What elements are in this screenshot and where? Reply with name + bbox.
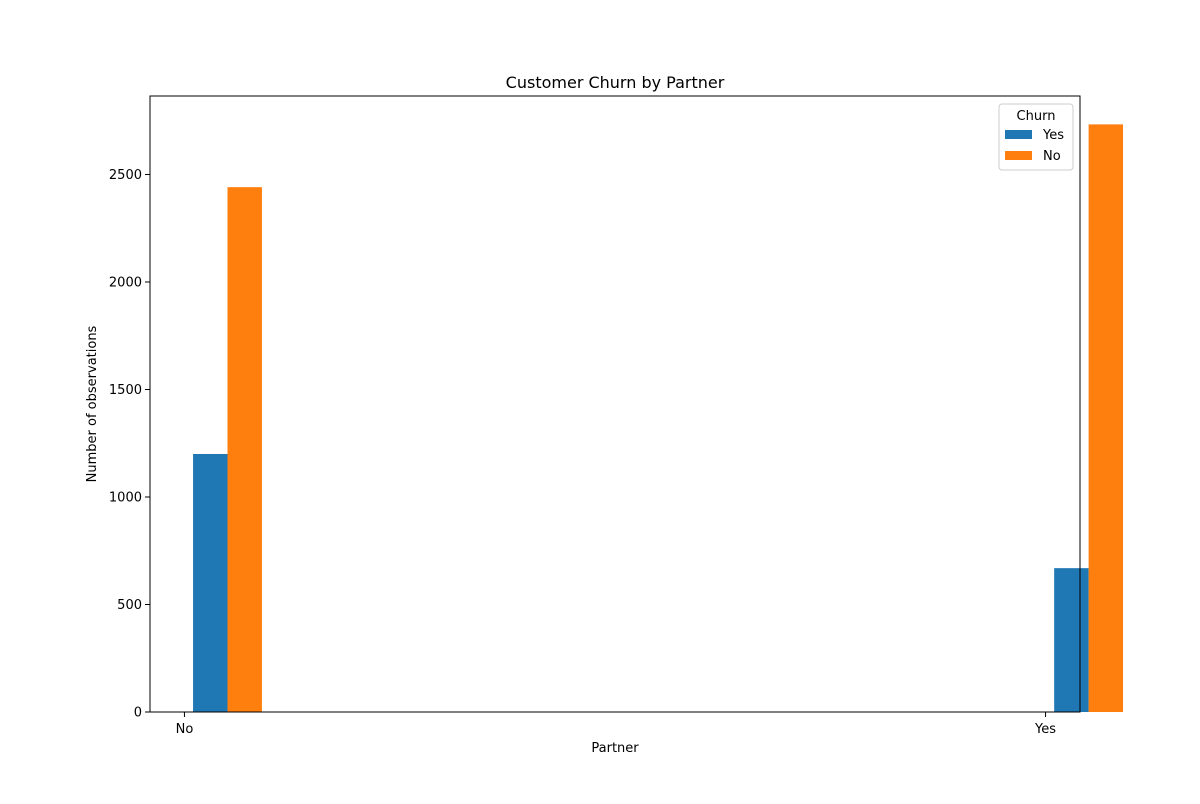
legend-swatch-no: [1005, 151, 1032, 160]
y-tick-label: 1500: [109, 383, 142, 398]
plot-area: [193, 124, 1124, 712]
x-tick-label: No: [176, 722, 194, 737]
x-axis: No Yes: [176, 712, 1056, 737]
chart-title: Customer Churn by Partner: [506, 73, 725, 92]
legend-title: Churn: [1017, 109, 1056, 124]
y-tick-label: 2000: [109, 275, 142, 290]
plot-frame: [149, 95, 1081, 713]
x-axis-label: Partner: [591, 741, 639, 756]
y-axis-label: Number of observations: [85, 325, 100, 482]
bar-no-yes: [1088, 124, 1124, 712]
y-axis: 0 500 1000 1500 2000 2500: [109, 168, 150, 721]
y-tick-label: 1000: [109, 490, 142, 505]
y-tick-label: 500: [117, 598, 142, 613]
x-tick-label: Yes: [1034, 722, 1056, 737]
bar-no-no: [227, 187, 262, 712]
bar-yes-yes: [1054, 568, 1089, 712]
legend-swatch-yes: [1005, 130, 1032, 139]
y-tick-label: 2500: [109, 168, 142, 183]
legend-label-no: No: [1043, 149, 1061, 164]
legend-items: Yes No: [1005, 128, 1064, 164]
legend-label-yes: Yes: [1042, 128, 1064, 143]
y-tick-label: 0: [134, 706, 142, 721]
bar-yes-no: [193, 453, 228, 712]
legend: Churn Yes No: [998, 103, 1074, 171]
